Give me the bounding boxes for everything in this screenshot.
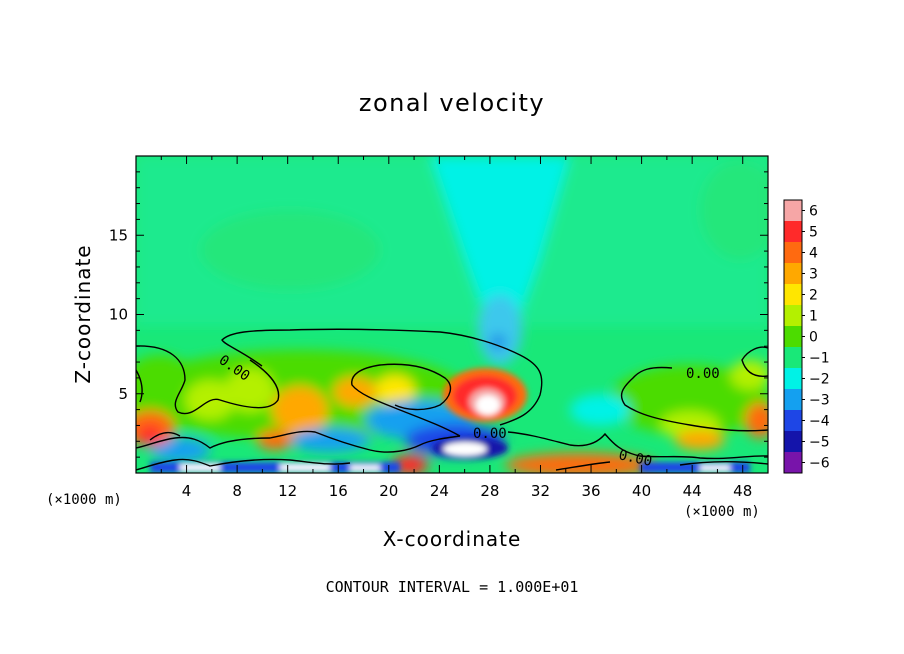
x-tick-label: 8 [232,482,242,500]
colorbar-swatch [784,200,802,222]
contour-label-3: 0.00 [473,426,507,442]
x-unit-right: (×1000 m) [684,504,760,520]
colorbar-label: 1 [809,309,818,325]
x-tick-label: 40 [632,482,651,500]
y-axis: 5 10 15 [109,171,768,458]
colorbar-swatch [784,368,802,390]
contour-jet [351,363,461,437]
x-axis-label: X-coordinate [383,527,522,551]
y-axis-label: Z-coordinate [71,244,95,383]
colorbar-label: 3 [809,267,818,283]
field-blobs [136,156,768,473]
colorbar-label: 4 [809,246,818,262]
x-tick-label: 12 [278,482,297,500]
colorbar-label: 5 [809,225,818,241]
colorbar-label: −4 [809,414,830,430]
field-extrema [150,368,750,473]
colorbar-swatch [784,410,802,432]
x-unit-left: (×1000 m) [46,492,122,508]
colorbar-swatch [784,389,802,411]
colorbar-swatch [784,305,802,327]
contour-upper-1 [136,328,543,426]
colorbar-swatch [784,284,802,306]
colorbar-swatch [784,242,802,264]
colorbar-label: −3 [809,393,830,409]
x-tick-label: 32 [531,482,550,500]
x-tick-label: 24 [430,482,449,500]
colorbar-swatch [784,326,802,348]
colorbar-label: −2 [809,372,830,388]
chart-title: zonal velocity [359,89,545,117]
contour-label-4: 0.00 [617,447,653,470]
colorbar-label: −6 [809,456,830,472]
x-axis: 4 8 12 16 20 24 28 32 36 40 44 48 [160,156,752,500]
colorbar-swatch [784,221,802,243]
x-tick-label: 48 [733,482,752,500]
colorbar-swatch [784,431,802,453]
colorbar-label: 0 [809,330,818,346]
contour-upper-2 [620,346,768,432]
x-tick-label: 36 [581,482,600,500]
contour-left-small [136,369,181,441]
colorbar: 6 5 4 3 2 1 0 −1 −2 −3 −4 −5 −6 [783,199,830,474]
colorbar-swatch [784,452,802,474]
x-tick-label: 28 [480,482,499,500]
x-tick-label: 16 [329,482,348,500]
y-tick-label: 15 [109,226,128,244]
x-tick-label: 4 [182,482,192,500]
contour-label-2: 0.00 [686,366,720,382]
contour-mid [136,430,768,460]
colorbar-label: −5 [809,435,830,451]
colorbar-label: −1 [809,351,830,367]
x-tick-label: 44 [683,482,702,500]
colorbar-swatch [784,347,802,369]
zero-contours [136,328,768,471]
colorbar-label: 6 [809,204,818,220]
contour-surface [136,458,768,471]
colorbar-label: 2 [809,288,818,304]
contour-interval-note: CONTOUR INTERVAL = 1.000E+01 [326,578,579,596]
colorbar-swatch [784,263,802,285]
y-tick-label: 5 [118,385,128,403]
x-tick-label: 20 [379,482,398,500]
plot-area: 0.00 0.00 0.00 0.00 [136,156,768,473]
y-tick-label: 10 [109,306,128,324]
